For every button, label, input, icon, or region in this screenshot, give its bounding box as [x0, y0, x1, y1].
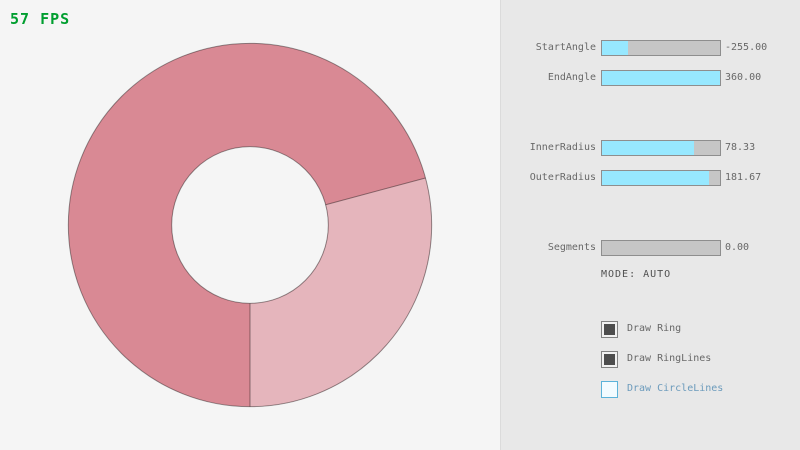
innerradius-value: 78.33	[725, 142, 756, 153]
slider-row-endangle: EndAngle 360.00	[501, 70, 800, 86]
startangle-slider-fill	[602, 41, 628, 55]
checkmark-icon	[604, 384, 615, 395]
segments-mode-text: MODE: AUTO	[601, 269, 672, 280]
startangle-label: StartAngle	[535, 42, 596, 53]
draw-circlelines-label: Draw CircleLines	[627, 383, 724, 394]
draw-ring-label: Draw Ring	[627, 323, 682, 334]
innerradius-label: InnerRadius	[529, 142, 596, 153]
outerradius-slider-fill	[602, 171, 710, 185]
ring-lines	[67, 42, 433, 408]
segments-value: 0.00	[725, 242, 750, 253]
ring-inner-outline	[171, 146, 329, 304]
endangle-slider-fill	[602, 71, 720, 85]
startangle-value: -255.00	[725, 42, 768, 53]
draw-ring-checkbox[interactable]	[601, 320, 618, 338]
slider-row-innerradius: InnerRadius 78.33	[501, 140, 800, 156]
fps-counter: 57 FPS	[10, 10, 71, 28]
control-panel: StartAngle -255.00 EndAngle 360.00 Inner…	[500, 0, 800, 450]
draw-circlelines-checkbox[interactable]	[601, 380, 618, 398]
outerradius-slider[interactable]	[601, 170, 721, 186]
endangle-slider[interactable]	[601, 70, 721, 86]
draw-ringlines-label: Draw RingLines	[627, 353, 712, 364]
ring-endangle-line	[325, 177, 426, 206]
startangle-slider[interactable]	[601, 40, 721, 56]
slider-row-startangle: StartAngle -255.00	[501, 40, 800, 56]
slider-row-outerradius: OuterRadius 181.67	[501, 170, 800, 186]
slider-row-segments: Segments 0.00	[501, 240, 800, 256]
endangle-label: EndAngle	[547, 72, 596, 83]
ring-chart	[67, 42, 433, 408]
innerradius-slider-fill	[602, 141, 695, 155]
segments-label: Segments	[547, 242, 596, 253]
outerradius-label: OuterRadius	[529, 172, 596, 183]
innerradius-slider[interactable]	[601, 140, 721, 156]
checkmark-icon	[604, 323, 615, 335]
ring-sector-single	[250, 177, 432, 407]
checkmark-icon	[604, 353, 615, 365]
outerradius-value: 181.67	[725, 172, 762, 183]
draw-ringlines-checkbox[interactable]	[601, 350, 618, 368]
ring-outer-outline	[67, 42, 433, 408]
checkbox-row-draw-circlelines[interactable]: Draw CircleLines	[601, 380, 723, 398]
checkbox-row-draw-ring[interactable]: Draw Ring	[601, 320, 681, 338]
endangle-value: 360.00	[725, 72, 762, 83]
segments-slider[interactable]	[601, 240, 721, 256]
checkbox-row-draw-ringlines[interactable]: Draw RingLines	[601, 350, 711, 368]
